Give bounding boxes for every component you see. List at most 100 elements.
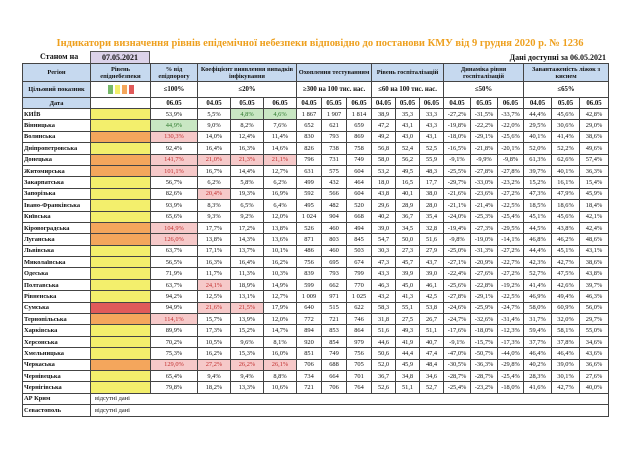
value-cell: -25,6% (443, 278, 472, 292)
value-cell: 1 024 (296, 210, 323, 223)
value-cell: 864 (346, 324, 373, 337)
value-cell: -32,6% (470, 313, 499, 326)
value-cell: 604 (346, 164, 373, 178)
value-cell: 39,0% (551, 358, 581, 372)
value-cell: 793 (321, 267, 348, 280)
value-cell: 621 (321, 119, 348, 132)
value-cell: 58,0 (371, 153, 397, 166)
value-cell: 36,7 (395, 210, 421, 223)
as-of-label: Станом на (40, 52, 79, 61)
value-cell: 46,4% (551, 347, 581, 360)
value-cell: 52,4 (395, 142, 421, 155)
value-cell: 18,0 (371, 176, 397, 189)
target-tests: ≥300 на 100 тис. нас. (296, 81, 373, 98)
value-cell: -17,3% (497, 335, 525, 349)
value-cell: 7,6% (262, 119, 298, 132)
target-row: Цільовий показник ≤100% ≤20% ≥300 на 100… (22, 81, 610, 98)
value-cell: 18,2% (197, 381, 231, 394)
value-cell: 44,4% (523, 107, 553, 121)
table-row: Закарпатська 56,7% 6,2% 5,8% 6,2% 499 432 464 18… (22, 176, 610, 189)
value-cell: -22,2% (470, 119, 499, 132)
value-cell: 721 (296, 381, 323, 394)
table-row: КИЇВ 53,9% 5,5% 4,8% 4,6% 1 867 1 907 1 814 38,9… (22, 107, 610, 121)
value-cell: 26,2% (230, 358, 264, 372)
value-cell: 460 (321, 244, 348, 258)
value-cell: -18,0% (497, 381, 525, 394)
value-cell: -29,7% (443, 176, 472, 189)
value-cell: 734 (296, 369, 323, 383)
value-cell: 28,0 (419, 199, 445, 212)
value-cell: 10,1% (262, 244, 298, 258)
level-red (90, 301, 151, 315)
value-cell: 53,2 (371, 164, 397, 178)
value-cell: 494 (346, 221, 373, 235)
value-cell: 14,6% (262, 142, 298, 155)
value-cell: 705 (346, 358, 373, 372)
level-yellow (90, 324, 151, 337)
value-cell: 58,3 (371, 301, 397, 315)
value-cell: 803 (321, 233, 348, 246)
value-cell: 34,5 (395, 221, 421, 235)
value-cell: 851 (296, 347, 323, 360)
value-cell: 40,0% (579, 381, 610, 394)
value-cell: 9,4% (230, 369, 264, 383)
value-cell: -19,8% (443, 119, 472, 132)
value-cell: 27,5 (395, 313, 421, 326)
value-cell: 460 (321, 221, 348, 235)
value-cell: 464 (346, 176, 373, 189)
value-cell: 57,4% (579, 153, 610, 166)
value-cell: 9,4% (197, 369, 231, 383)
value-cell: 16,5 (395, 176, 421, 189)
value-cell: 141,7% (150, 153, 198, 166)
value-cell: 61,3% (523, 153, 553, 166)
table-row: Львівська 63,7% 17,1% 13,7% 10,1% 486 460 503 30… (22, 244, 610, 258)
date-cell: 04.05 (197, 97, 231, 109)
level-yellow (90, 199, 151, 212)
value-cell: 21,6% (197, 301, 231, 315)
value-cell: 29,6 (371, 199, 397, 212)
value-cell: -9,8% (497, 153, 525, 166)
level-yellow (90, 381, 151, 394)
value-cell: 526 (296, 221, 323, 235)
value-cell: 42,8% (579, 107, 610, 121)
value-cell: 38,6% (579, 130, 610, 144)
value-cell: 38,0 (419, 187, 445, 201)
value-cell: -27,2% (497, 244, 525, 258)
value-cell: 58,0% (523, 301, 553, 315)
value-cell: -14,1% (497, 233, 525, 246)
table-row: Волинська 130,3% 14,0% 12,4% 11,4% 830 793 869 4… (22, 130, 610, 144)
level-orange (90, 358, 151, 372)
value-cell: 979 (346, 335, 373, 349)
value-cell: 8,2% (230, 119, 264, 132)
value-cell: 1 025 (346, 290, 373, 303)
value-cell: 43,3 (371, 267, 397, 280)
value-cell: 46,2% (551, 233, 581, 246)
value-cell: 640 (296, 301, 323, 315)
value-cell: 853 (321, 324, 348, 337)
value-cell: 46,4% (523, 347, 553, 360)
level-orange (90, 233, 151, 246)
value-cell: 10,6% (262, 381, 298, 394)
value-cell: 39,7% (523, 164, 553, 178)
level-orange (90, 164, 151, 178)
header-tests: Охоплення тестуванням (296, 63, 373, 82)
value-cell: 93,9% (150, 199, 198, 212)
level-yellow (90, 210, 151, 223)
value-cell: 52,0% (523, 142, 553, 155)
header-row: Регіон Рівень епіднебезпеки % від епідпо… (22, 63, 610, 82)
value-cell: 29,0% (579, 119, 610, 132)
region-name: Луганська (22, 233, 91, 246)
value-cell: 129,0% (150, 358, 198, 372)
value-cell: -9,1% (443, 153, 472, 166)
value-cell: -18,0% (470, 324, 499, 337)
value-cell: 14,9% (262, 278, 298, 292)
value-cell: 42,7% (551, 256, 581, 269)
level-yellow (90, 290, 151, 303)
region-name: Сумська (22, 301, 91, 315)
value-cell: -16,5% (443, 142, 472, 155)
value-cell: 49,4% (551, 290, 581, 303)
value-cell: 871 (296, 233, 323, 246)
value-cell: 29,7% (579, 313, 610, 326)
value-cell: -29,5% (497, 221, 525, 235)
value-cell: -21,6% (443, 187, 472, 201)
